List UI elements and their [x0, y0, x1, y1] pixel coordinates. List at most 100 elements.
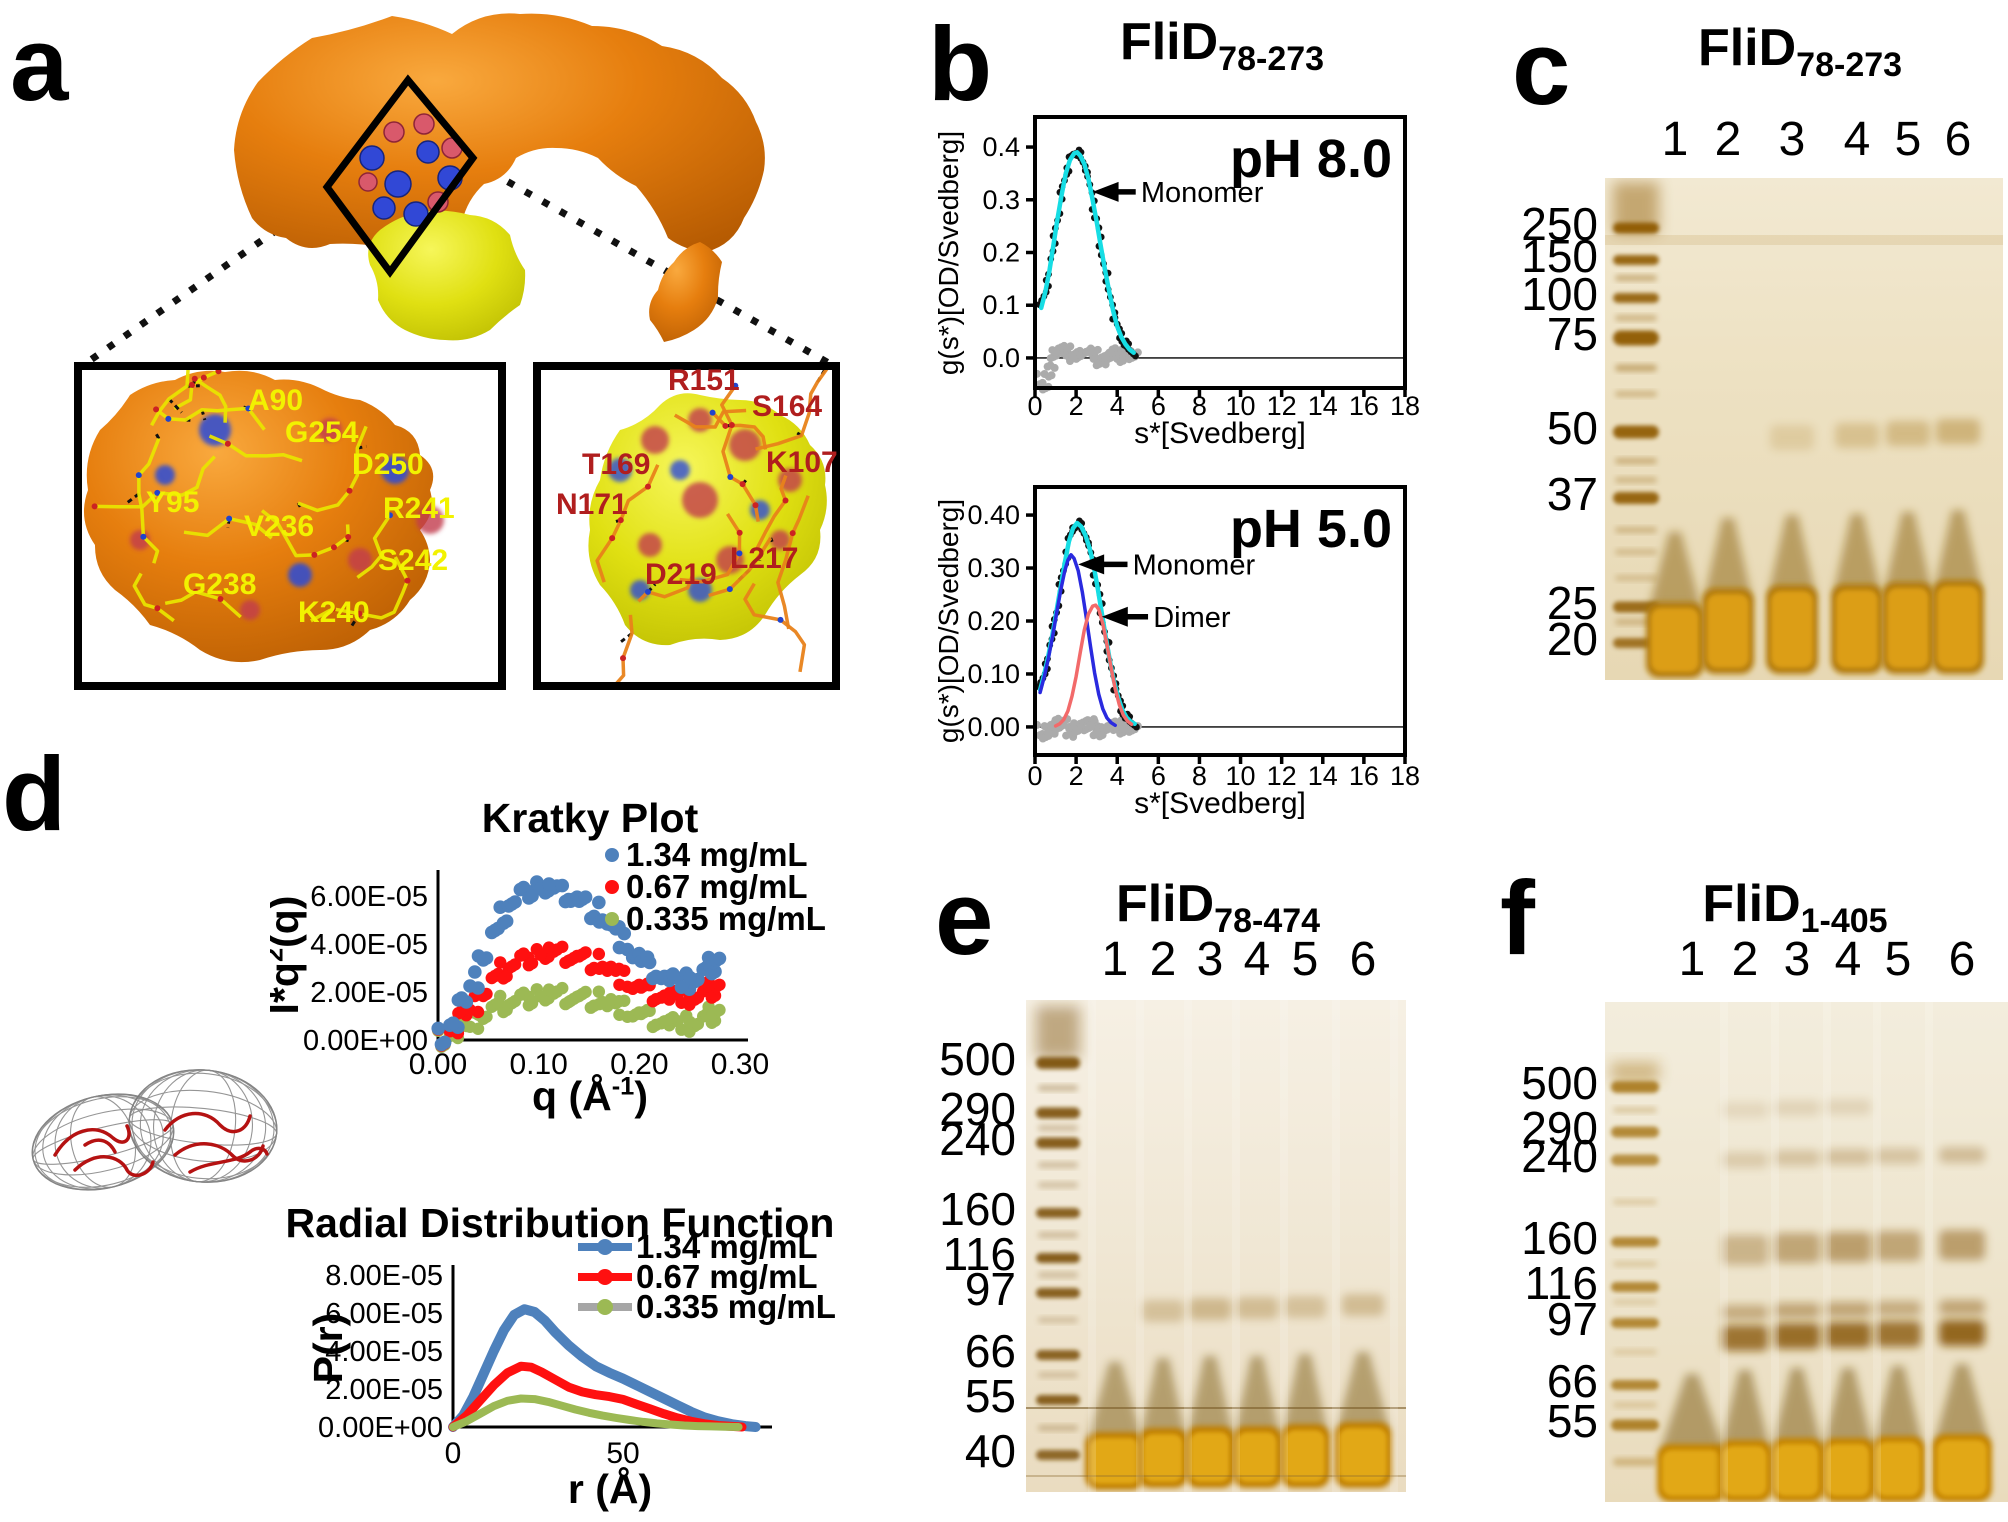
mw-marker: 55: [1546, 1395, 1598, 1447]
mw-marker: 240: [1521, 1130, 1598, 1182]
svg-text:14: 14: [1308, 391, 1338, 421]
mw-marker: 150: [1521, 230, 1598, 282]
panel-e-title: FliD 78-474: [1116, 878, 1320, 938]
svg-text:18: 18: [1390, 391, 1420, 421]
mw-marker: 66: [964, 1325, 1016, 1377]
protein-name: FliD: [1702, 875, 1801, 933]
mw-marker: 25: [1546, 577, 1598, 629]
kratky-plot: 0.00E+00 2.00E-05 4.00E-05 6.00E-05 0.00 0.10…: [270, 795, 826, 1119]
mw-marker: 55: [964, 1370, 1016, 1422]
svg-text:0: 0: [1027, 391, 1042, 421]
residue-label: D250: [352, 448, 424, 481]
residue-label: S164: [752, 390, 822, 423]
lane-number: 2: [1149, 933, 1177, 986]
svg-text:0.00E+00: 0.00E+00: [318, 1412, 443, 1444]
panel-d-letter: d: [2, 736, 67, 853]
svg-text:Monomer: Monomer: [1141, 177, 1264, 209]
svg-text:0.30: 0.30: [967, 553, 1020, 583]
mw-marker: 160: [939, 1183, 1016, 1235]
residue-label: G254: [285, 416, 359, 449]
svg-text:s*[Svedberg]: s*[Svedberg]: [1134, 787, 1306, 820]
lane-number: 5: [1291, 933, 1319, 986]
svg-text:r (Å): r (Å): [568, 1466, 652, 1512]
svg-text:1.34 mg/mL: 1.34 mg/mL: [636, 1228, 818, 1265]
mw-marker: 500: [1521, 1057, 1598, 1109]
svg-text:10: 10: [1226, 391, 1256, 421]
lane-number: 3: [1778, 113, 1806, 166]
svg-text:Monomer: Monomer: [1133, 549, 1256, 581]
svg-text:4: 4: [1110, 391, 1125, 421]
svg-text:g(s*)[OD/Svedberg]: g(s*)[OD/Svedberg]: [933, 499, 964, 743]
svg-text:6.00E-05: 6.00E-05: [310, 881, 428, 913]
lane-number: 5: [1884, 933, 1912, 986]
svg-text:14: 14: [1308, 761, 1338, 791]
panel-c-title: FliD 78-273: [1698, 22, 1902, 82]
gel-image-c: [1605, 178, 2003, 680]
svg-text:6.00E-05: 6.00E-05: [325, 1298, 443, 1330]
svg-text:2.00E-05: 2.00E-05: [310, 977, 428, 1009]
lane-number: 2: [1714, 113, 1742, 166]
residue-label: G238: [183, 568, 256, 601]
svg-text:0.0: 0.0: [982, 343, 1020, 373]
protein-name: FliD: [1115, 875, 1215, 933]
residue-range: 1-405: [1800, 902, 1888, 940]
svg-text:0.3: 0.3: [982, 185, 1020, 215]
panel-a-letter: a: [10, 6, 69, 123]
svg-text:0: 0: [445, 1437, 462, 1470]
mw-marker: 290: [1521, 1102, 1598, 1154]
svg-text:8: 8: [1192, 761, 1207, 791]
mw-marker: 97: [1546, 1293, 1598, 1345]
residue-range: 78-273: [1218, 40, 1325, 78]
svg-text:0.4: 0.4: [982, 132, 1020, 162]
svg-text:0.10: 0.10: [967, 659, 1020, 689]
svg-text:0.67 mg/mL: 0.67 mg/mL: [636, 1258, 818, 1295]
svg-text:0.1: 0.1: [982, 290, 1020, 320]
svg-text:pH 8.0: pH 8.0: [1230, 129, 1392, 189]
lane-number: 6: [1349, 933, 1377, 986]
svg-text:0.335 mg/mL: 0.335 mg/mL: [636, 1288, 836, 1325]
svg-text:Kratky Plot: Kratky Plot: [482, 795, 699, 841]
mw-ladder-labels-f: 500 290 240 160 116 97 66 55: [1440, 0, 1598, 1522]
mw-marker: 100: [1521, 268, 1598, 320]
panel-f-letter: f: [1500, 860, 1535, 977]
panel-b-letter: b: [928, 6, 993, 123]
mw-marker: 66: [1546, 1355, 1598, 1407]
mw-marker: 75: [1546, 308, 1598, 360]
sedimentation-chart-ph8: 0 2 4 6 8 10 12 14 16 18 0.0 0.1 0.2 0.3 0.4 s*[Svedber…: [933, 115, 1420, 450]
lane-number: 3: [1783, 933, 1811, 986]
residue-label: Y95: [146, 486, 199, 519]
mw-marker: 160: [1521, 1212, 1598, 1264]
svg-text:4.00E-05: 4.00E-05: [325, 1336, 443, 1368]
svg-text:pH 5.0: pH 5.0: [1230, 499, 1392, 559]
mw-marker: 250: [1521, 198, 1598, 250]
mw-marker: 37: [1546, 468, 1598, 520]
svg-text:16: 16: [1349, 761, 1379, 791]
protein-name: FliD: [1119, 13, 1219, 71]
svg-text:0: 0: [1027, 761, 1042, 791]
mw-marker: 290: [939, 1083, 1016, 1135]
svg-text:0.67 mg/mL: 0.67 mg/mL: [626, 868, 808, 905]
mw-marker: 500: [939, 1033, 1016, 1085]
svg-text:50: 50: [606, 1437, 639, 1470]
residue-label: R241: [383, 492, 455, 525]
svg-text:6: 6: [1151, 391, 1166, 421]
panel-a-structure: A90 G254 D250 Y95 V236 R241 S242 G238 K2…: [74, 13, 840, 690]
lane-number: 4: [1843, 113, 1871, 166]
residue-label: T169: [582, 448, 650, 481]
mw-ladder-labels-e: 500 290 240 160 116 97 66 55 40: [870, 0, 1016, 1522]
lane-number: 3: [1196, 933, 1224, 986]
svg-text:6: 6: [1151, 761, 1166, 791]
residue-label: A90: [248, 384, 303, 417]
residue-label: L217: [730, 542, 798, 575]
svg-text:q (Å-1): q (Å-1): [532, 1072, 648, 1119]
residue-label: K240: [298, 596, 370, 629]
residue-range: 78-273: [1796, 46, 1903, 84]
svg-text:0.335 mg/mL: 0.335 mg/mL: [626, 900, 826, 937]
svg-text:0.00: 0.00: [967, 712, 1020, 742]
mw-marker: 116: [942, 1228, 1016, 1280]
saxs-envelope-model: [31, 1069, 278, 1191]
residue-label: S242: [378, 544, 448, 577]
panel-c-letter: c: [1512, 10, 1571, 127]
lane-number: 6: [1948, 933, 1976, 986]
